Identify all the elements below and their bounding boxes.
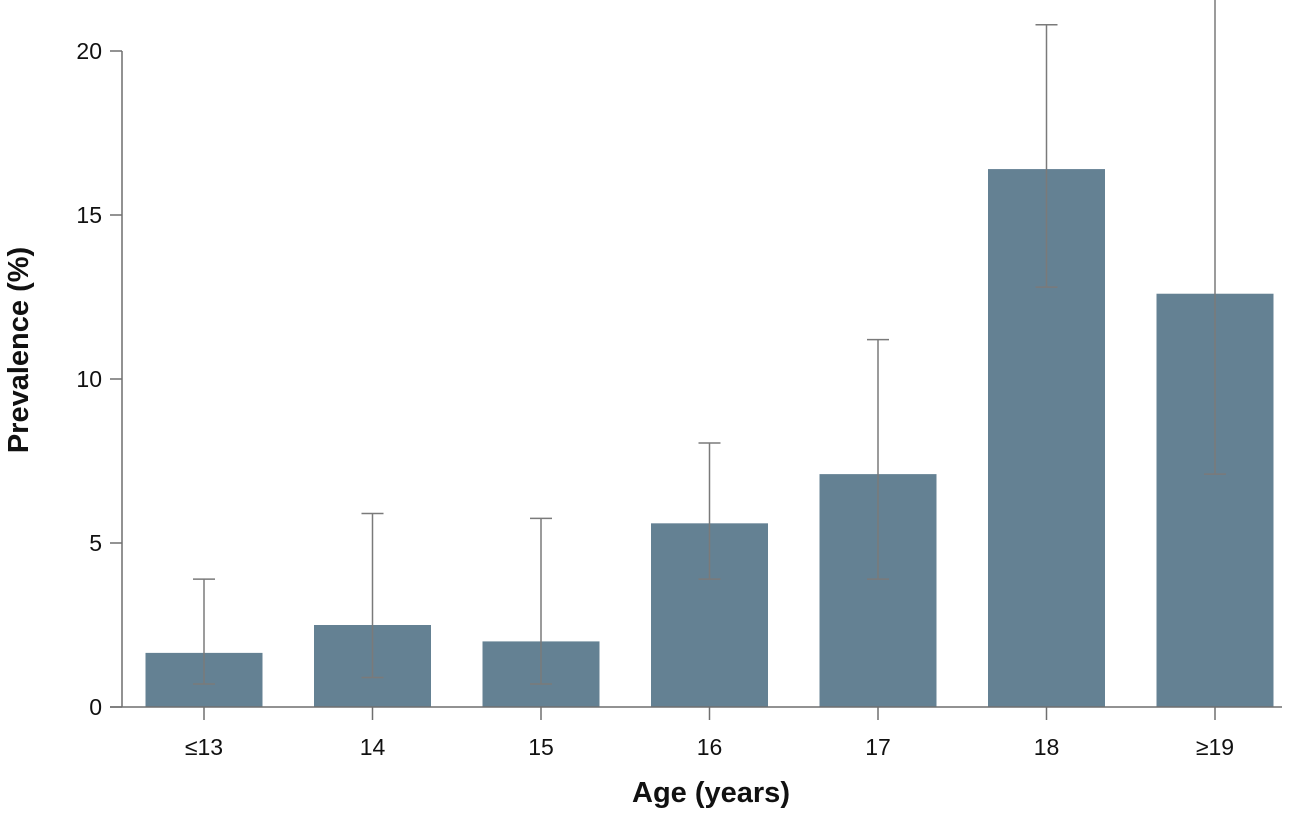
x-tick-label: 14 [360,734,386,760]
y-axis: 0 5 10 15 20 [76,38,123,720]
error-bars [193,0,1226,685]
x-tick-label: 16 [697,734,723,760]
y-tick-label: 0 [89,694,102,720]
x-axis-title: Age (years) [632,777,790,809]
x-axis: ≤13 14 15 16 17 18 ≥19 [110,706,1282,760]
y-tick-label: 20 [76,38,102,64]
y-tick-label: 10 [76,366,102,392]
y-tick-label: 15 [76,202,102,228]
x-tick-label: ≤13 [185,734,223,760]
x-tick-label: 18 [1034,734,1060,760]
y-axis-title: Prevalence (%) [3,247,35,453]
x-tick-label: ≥19 [1196,734,1234,760]
bars [145,169,1274,707]
x-tick-label: 17 [865,734,891,760]
y-tick-label: 5 [89,530,102,556]
x-tick-label: 15 [528,734,554,760]
